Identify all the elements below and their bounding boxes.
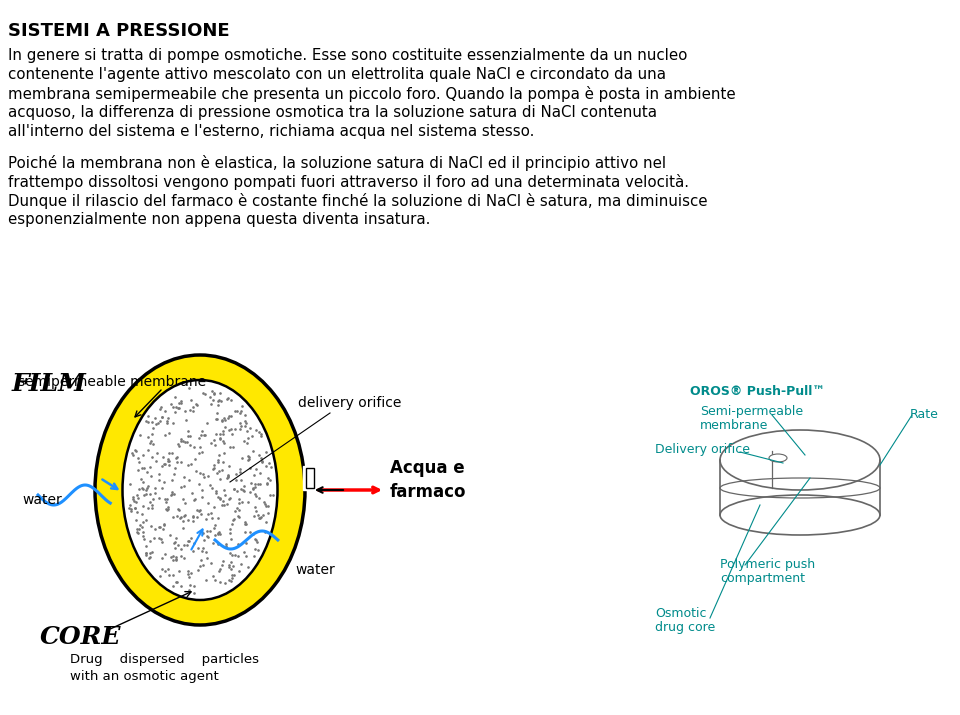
- Text: esponenzialmente non appena questa diventa insatura.: esponenzialmente non appena questa diven…: [8, 212, 430, 227]
- Text: Polymeric push: Polymeric push: [720, 558, 815, 571]
- Ellipse shape: [95, 355, 305, 625]
- Text: Rate: Rate: [910, 408, 939, 421]
- Text: semipermeable membrane: semipermeable membrane: [18, 375, 206, 389]
- Text: FILM: FILM: [12, 372, 86, 396]
- Text: Semi-permeable: Semi-permeable: [700, 405, 804, 418]
- Text: water: water: [22, 493, 61, 507]
- Text: delivery orifice: delivery orifice: [298, 396, 401, 410]
- Text: drug core: drug core: [655, 621, 715, 634]
- Text: with an osmotic agent: with an osmotic agent: [70, 670, 219, 683]
- Text: Delivery orifice: Delivery orifice: [655, 443, 750, 456]
- Ellipse shape: [123, 380, 277, 600]
- Text: Drug    dispersed    particles: Drug dispersed particles: [70, 653, 259, 666]
- Text: compartment: compartment: [720, 572, 805, 585]
- Polygon shape: [720, 460, 880, 515]
- Text: SISTEMI A PRESSIONE: SISTEMI A PRESSIONE: [8, 22, 229, 40]
- Text: frattempo dissoltosi vengono pompati fuori attraverso il foro ad una determinata: frattempo dissoltosi vengono pompati fuo…: [8, 174, 689, 190]
- Text: Acqua e
farmaco: Acqua e farmaco: [390, 459, 467, 500]
- Ellipse shape: [720, 430, 880, 490]
- Text: OROS® Push-Pull™: OROS® Push-Pull™: [690, 385, 825, 398]
- Text: Poiché la membrana non è elastica, la soluzione satura di NaCl ed il principio a: Poiché la membrana non è elastica, la so…: [8, 155, 666, 171]
- Text: membrane: membrane: [700, 419, 768, 432]
- Text: membrana semipermeabile che presenta un piccolo foro. Quando la pompa è posta in: membrana semipermeabile che presenta un …: [8, 86, 735, 102]
- Text: water: water: [295, 563, 335, 577]
- Ellipse shape: [769, 454, 787, 462]
- Bar: [303, 466, 317, 490]
- Text: acquoso, la differenza di pressione osmotica tra la soluzione satura di NaCl con: acquoso, la differenza di pressione osmo…: [8, 105, 657, 120]
- Text: Osmotic: Osmotic: [655, 607, 707, 620]
- Text: all'interno del sistema e l'esterno, richiama acqua nel sistema stesso.: all'interno del sistema e l'esterno, ric…: [8, 124, 535, 139]
- Ellipse shape: [720, 495, 880, 535]
- Text: In genere si tratta di pompe osmotiche. Esse sono costituite essenzialmente da u: In genere si tratta di pompe osmotiche. …: [8, 48, 687, 63]
- Text: Dunque il rilascio del farmaco è costante finché la soluzione di NaCl è satura, : Dunque il rilascio del farmaco è costant…: [8, 193, 708, 209]
- Text: contenente l'agente attivo mescolato con un elettrolita quale NaCl e circondato : contenente l'agente attivo mescolato con…: [8, 67, 666, 82]
- Bar: [306, 468, 314, 488]
- Text: CORE: CORE: [40, 625, 121, 649]
